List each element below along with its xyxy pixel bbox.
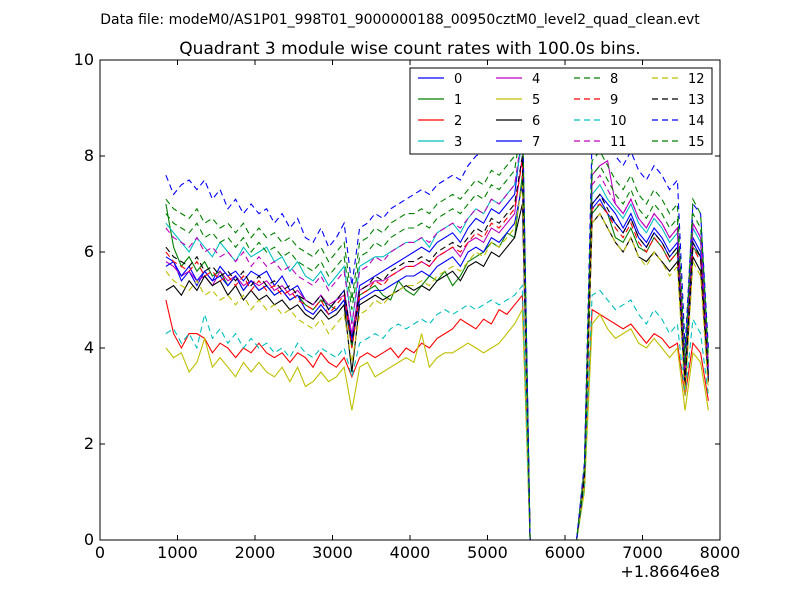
series-line-5 — [165, 307, 709, 541]
x-offset-label: +1.86646e8 — [620, 562, 720, 581]
legend-label-15: 15 — [688, 135, 705, 150]
y-tick-label: 8 — [84, 146, 94, 165]
x-tick-label: 2000 — [235, 543, 276, 562]
legend-label-6: 6 — [532, 114, 540, 129]
legend-label-11: 11 — [610, 135, 627, 150]
series-line-10 — [165, 284, 709, 541]
series-line-15 — [165, 107, 709, 541]
series-line-12 — [165, 184, 709, 541]
legend-label-5: 5 — [532, 93, 540, 108]
series-line-0 — [165, 131, 709, 541]
chart-suptitle: Data file: modeM0/AS1P01_998T01_90000001… — [100, 12, 700, 28]
x-tick-label: 4000 — [390, 543, 431, 562]
legend-label-0: 0 — [454, 72, 462, 87]
legend-label-1: 1 — [454, 93, 462, 108]
x-tick-label: 6000 — [545, 543, 586, 562]
legend-label-12: 12 — [688, 72, 705, 87]
series-line-7 — [165, 184, 709, 541]
series-line-4 — [165, 155, 709, 541]
legend-label-2: 2 — [454, 114, 462, 129]
series-line-14 — [165, 101, 709, 541]
legend-label-13: 13 — [688, 93, 705, 108]
series-line-9 — [165, 160, 709, 541]
y-tick-label: 10 — [74, 50, 94, 69]
series-line-8 — [165, 117, 709, 541]
legend-label-4: 4 — [532, 72, 540, 87]
legend-label-9: 9 — [610, 93, 618, 108]
y-tick-label: 0 — [84, 530, 94, 549]
legend-label-14: 14 — [688, 114, 705, 129]
x-tick-label: 3000 — [312, 543, 353, 562]
x-tick-label: 1000 — [157, 543, 198, 562]
x-tick-label: 0 — [95, 543, 105, 562]
legend-label-8: 8 — [610, 72, 618, 87]
series-line-3 — [165, 141, 709, 541]
x-tick-label: 8000 — [700, 543, 741, 562]
y-tick-label: 6 — [84, 242, 94, 261]
series-line-2 — [165, 293, 709, 541]
y-tick-label: 4 — [84, 338, 94, 357]
x-tick-label: 7000 — [622, 543, 663, 562]
y-tick-label: 2 — [84, 434, 94, 453]
series-line-6 — [165, 203, 709, 541]
series-line-11 — [165, 131, 709, 541]
legend-frame — [409, 67, 713, 155]
legend-label-7: 7 — [532, 135, 540, 150]
series-line-13 — [165, 155, 709, 541]
series-layer — [165, 101, 709, 541]
legend-label-10: 10 — [610, 114, 627, 129]
x-tick-label: 5000 — [467, 543, 508, 562]
chart-title: Quadrant 3 module wise count rates with … — [179, 39, 640, 59]
legend-label-3: 3 — [454, 135, 462, 150]
